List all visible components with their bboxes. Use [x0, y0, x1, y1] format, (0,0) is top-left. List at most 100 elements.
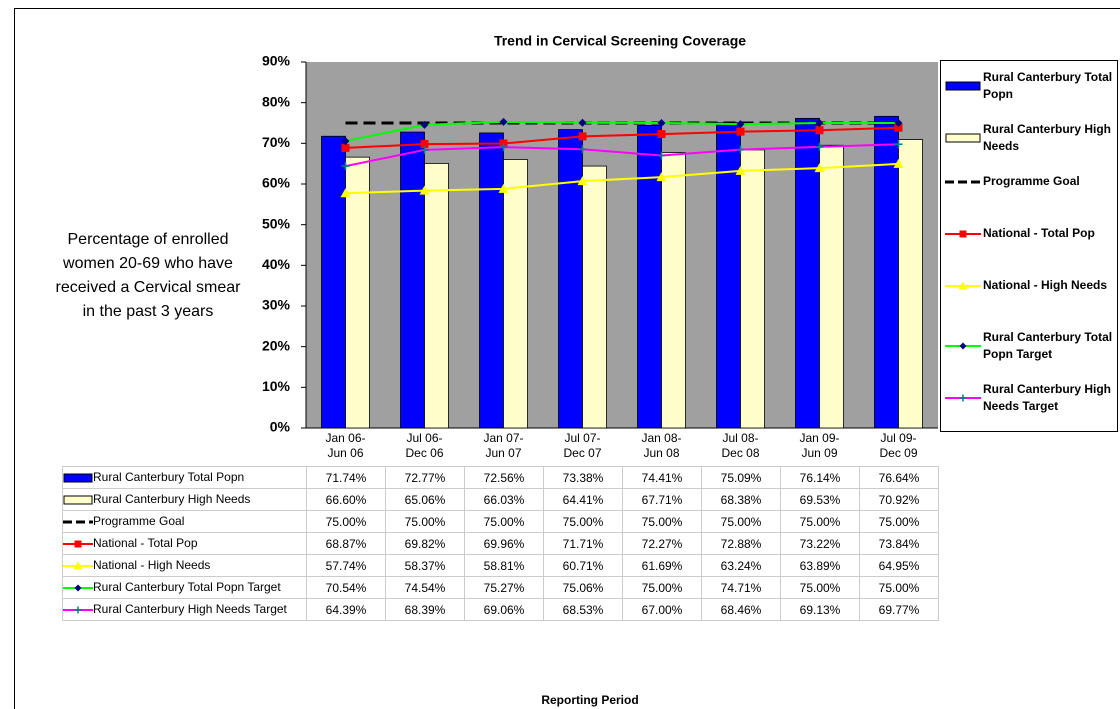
table-cell: 75.00% — [385, 510, 465, 533]
x-tick-label: Jul 07- Dec 07 — [563, 431, 602, 460]
legend-icon — [63, 473, 93, 483]
table-cell: 64.41% — [543, 488, 623, 511]
table-series-name: Rural Canterbury Total Popn — [93, 470, 245, 485]
line — [345, 143, 899, 168]
bar — [740, 149, 765, 429]
legend-icon — [945, 342, 981, 350]
y-tick-label: 10% — [262, 378, 291, 394]
marker — [893, 158, 904, 168]
table-cell: 71.74% — [306, 466, 386, 489]
marker — [578, 118, 587, 127]
bar — [424, 163, 449, 429]
x-tick-label: Jan 09- Jun 09 — [799, 431, 840, 460]
legend-icon — [63, 606, 93, 614]
bar — [558, 129, 583, 429]
table-cell: 74.54% — [385, 576, 465, 599]
table-row: Rural Canterbury Total Popn 71.74% 72.77% 7… — [62, 466, 939, 489]
table-cell: 75.06% — [543, 576, 623, 599]
table-cell: 75.00% — [464, 510, 544, 533]
line — [345, 162, 899, 195]
table-cell: 70.92% — [859, 488, 939, 511]
table-row: Rural Canterbury Total Popn Target 70.54%… — [62, 576, 939, 599]
legend-icon — [63, 561, 93, 570]
legend-label: National - High Needs — [983, 278, 1108, 292]
table-row-label: National - High Needs — [62, 554, 307, 577]
marker — [340, 188, 351, 198]
table-cell: 72.56% — [464, 466, 544, 489]
table-cell: 66.60% — [306, 488, 386, 511]
table-cell: 75.00% — [859, 576, 939, 599]
table-cell: 74.71% — [701, 576, 781, 599]
table-row: Programme Goal 75.00% 75.00% 75.00% 75.00% 75… — [62, 510, 939, 533]
bar — [400, 131, 425, 429]
bar — [898, 139, 923, 429]
marker — [736, 127, 745, 136]
table-cell: 75.00% — [780, 510, 860, 533]
table-cell: 68.87% — [306, 532, 386, 555]
y-tick-label: 30% — [262, 297, 291, 313]
table-cell: 69.53% — [780, 488, 860, 511]
table-cell: 57.74% — [306, 554, 386, 577]
table-cell: 73.38% — [543, 466, 623, 489]
y-tick-label: 70% — [262, 134, 291, 150]
legend-icon — [63, 495, 93, 505]
legend-entry: Rural Canterbury Total Popn Target — [945, 329, 1117, 363]
legend-swatch — [63, 495, 93, 505]
x-tick-label: Jan 08- Jun 08 — [641, 431, 682, 460]
legend-swatch — [63, 473, 93, 483]
table-row: National - Total Pop 68.87% 69.82% 69.96% 71… — [62, 532, 939, 555]
table-cell: 67.71% — [622, 488, 702, 511]
marker — [894, 119, 903, 127]
table-cell: 75.00% — [306, 510, 386, 533]
marker — [341, 137, 350, 146]
y-tick-label: 50% — [262, 215, 291, 231]
x-tick-label: Jan 07- Jun 07 — [483, 431, 524, 460]
legend-icon — [63, 520, 93, 524]
bar — [874, 115, 899, 429]
table-cell: 75.00% — [859, 510, 939, 533]
x-tick-label: Jul 06- Dec 06 — [405, 431, 444, 460]
legend-icon — [63, 584, 93, 592]
bar — [819, 144, 844, 429]
table-cell: 64.95% — [859, 554, 939, 577]
table-cell: 72.77% — [385, 466, 465, 489]
table-cell: 69.82% — [385, 532, 465, 555]
marker — [735, 165, 746, 175]
x-tick-label: Jan 06- Jun 06 — [325, 431, 366, 460]
legend-icon — [945, 81, 981, 91]
table-series-name: Programme Goal — [93, 514, 185, 529]
marker — [577, 176, 588, 186]
table-series-name: Rural Canterbury Total Popn Target — [93, 580, 281, 595]
bar — [582, 165, 607, 429]
table-cell: 73.22% — [780, 532, 860, 555]
bar — [716, 122, 741, 429]
bar — [661, 152, 686, 429]
table-cell: 75.00% — [622, 576, 702, 599]
legend-swatch — [945, 133, 981, 143]
y-tick-label: 20% — [262, 337, 291, 353]
legend-icon — [945, 180, 981, 183]
marker — [578, 132, 587, 141]
legend-label: Rural Canterbury Total Popn Target — [983, 330, 1113, 361]
marker — [959, 394, 967, 402]
marker — [959, 230, 967, 237]
table-cell: 69.13% — [780, 598, 860, 621]
marker — [341, 162, 350, 171]
table-cell: 63.24% — [701, 554, 781, 577]
y-tick-label: 80% — [262, 93, 291, 109]
marker — [499, 117, 508, 126]
table-cell: 74.41% — [622, 466, 702, 489]
table-cell: 64.39% — [306, 598, 386, 621]
marker — [815, 126, 824, 135]
table-row: Rural Canterbury High Needs Target 64.39%… — [62, 598, 939, 621]
legend-label: Rural Canterbury Total Popn — [983, 70, 1113, 101]
legend: Rural Canterbury Total Popn Rural Canterb… — [940, 60, 1118, 432]
table-cell: 65.06% — [385, 488, 465, 511]
legend-entry: Rural Canterbury Total Popn — [945, 69, 1117, 103]
table-cell: 69.96% — [464, 532, 544, 555]
table-row: Rural Canterbury High Needs 66.60% 65.06% 6… — [62, 488, 939, 511]
legend-label: Rural Canterbury High Needs Target — [983, 382, 1112, 413]
table-cell: 72.27% — [622, 532, 702, 555]
marker — [657, 151, 666, 160]
marker — [499, 143, 508, 152]
